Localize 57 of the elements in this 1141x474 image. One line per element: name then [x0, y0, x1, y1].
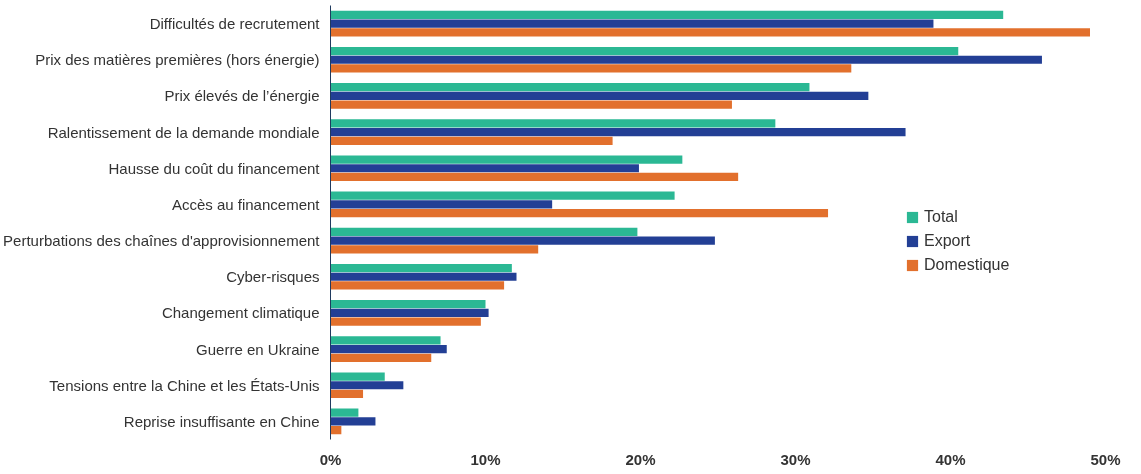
bar	[330, 91, 869, 101]
y-tick-label: Guerre en Ukraine	[196, 340, 320, 358]
bar	[330, 336, 441, 345]
bar	[330, 281, 505, 290]
legend-label: Domestique	[924, 256, 1010, 274]
bar	[330, 317, 481, 326]
bar	[330, 28, 1090, 37]
x-tick-label: 40%	[935, 450, 966, 468]
bar	[330, 353, 432, 362]
bar	[330, 19, 934, 28]
bar	[330, 381, 404, 390]
legend-label: Export	[924, 232, 971, 250]
bar	[330, 308, 489, 318]
bar	[330, 425, 342, 435]
x-tick-label: 0%	[319, 450, 342, 468]
bar	[330, 245, 539, 254]
legend-label: Total	[924, 208, 958, 226]
bar	[330, 300, 486, 309]
bar	[330, 119, 776, 128]
bar	[330, 55, 1042, 64]
bar	[330, 155, 683, 164]
y-tick-label: Prix élevés de l’énergie	[164, 87, 320, 105]
bar	[330, 272, 517, 281]
bar	[330, 236, 715, 245]
y-tick-label: Cyber-risques	[226, 268, 320, 286]
bar	[330, 46, 959, 56]
bar	[330, 200, 553, 209]
y-tick-label: Prix des matières premières (hors énergie)	[35, 51, 320, 69]
y-tick-label: Perturbations des chaînes d'approvisionnement	[3, 232, 321, 250]
bar	[330, 408, 359, 417]
y-tick-label: Accès au financement	[171, 195, 321, 213]
y-tick-label: Ralentissement de la demande mondiale	[47, 123, 320, 141]
y-tick-label: Changement climatique	[161, 304, 320, 322]
bar	[330, 64, 852, 73]
bar	[330, 127, 906, 137]
bar	[330, 227, 638, 237]
x-tick-label: 10%	[470, 450, 501, 468]
bar	[330, 208, 829, 218]
y-tick-label: Tensions entre la Chine et les États-Unis	[49, 376, 320, 394]
bar	[330, 263, 512, 273]
bar	[330, 417, 376, 426]
y-tick-label: Reprise insuffisante en Chine	[123, 412, 320, 430]
bar	[330, 389, 364, 399]
y-tick-label: Difficultés de recrutement	[149, 15, 321, 33]
bar	[330, 164, 639, 173]
bar	[330, 83, 810, 92]
bar	[330, 344, 447, 354]
bar	[330, 372, 385, 381]
bar	[330, 191, 675, 200]
y-tick-label: Hausse du coût du financement	[108, 159, 321, 177]
x-tick-label: 20%	[625, 450, 656, 468]
bar	[330, 136, 613, 145]
x-tick-label: 50%	[1090, 450, 1121, 468]
bar	[330, 10, 1004, 20]
bar	[330, 172, 739, 182]
bar	[330, 100, 732, 109]
x-tick-label: 30%	[780, 450, 811, 468]
